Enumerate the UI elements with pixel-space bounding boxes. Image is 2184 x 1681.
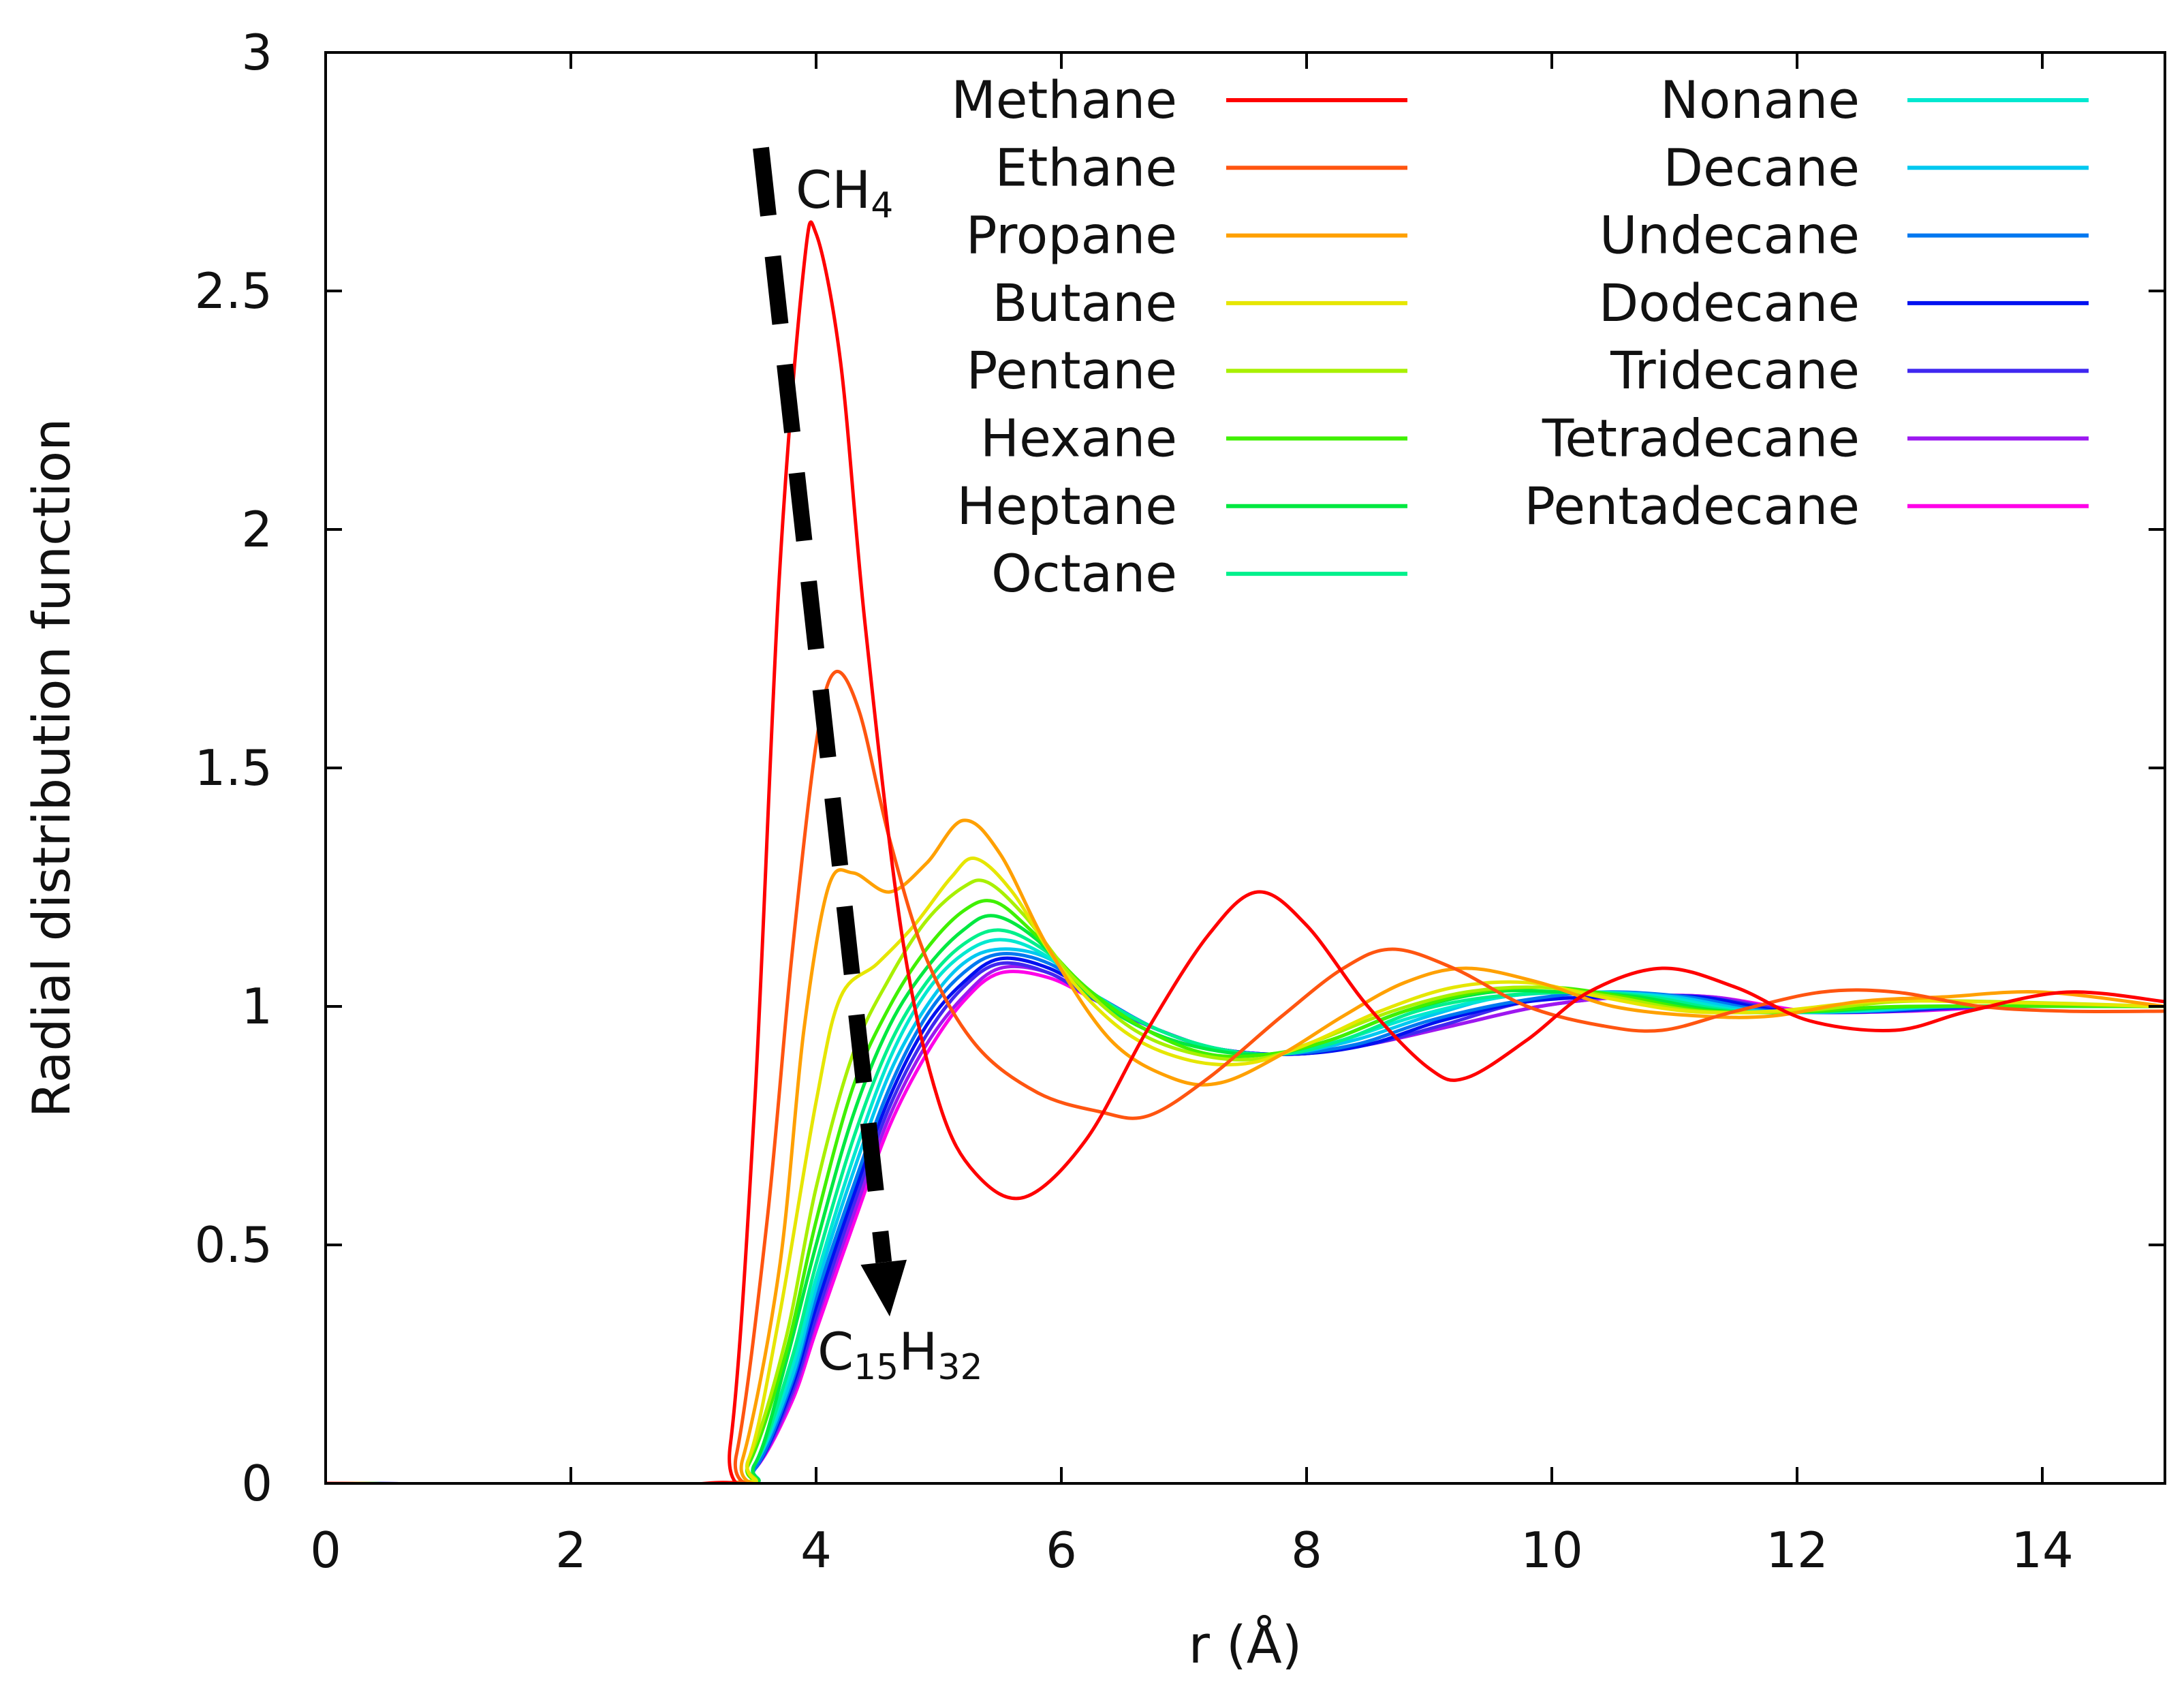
series-line-methane: [326, 220, 2165, 1483]
x-tick-label: 6: [1046, 1522, 1077, 1579]
legend: Methane Ethane Propane Butane Pentane Hexane H…: [951, 70, 2089, 604]
y-tick-label: 2: [241, 501, 272, 558]
annotation-layer: CH4 C15H32: [753, 146, 983, 1388]
ticks-layer: 0 2 4 6 8 10 12 14 0 0.5 1 1.5 2 2.5 3: [194, 24, 2165, 1579]
x-axis-title: r (Å): [1189, 1614, 1302, 1675]
x-tick-label: 12: [1766, 1522, 1828, 1579]
y-tick-label: 3: [241, 24, 272, 81]
legend-label: Undecane: [1600, 205, 1860, 266]
legend-label: Hexane: [980, 408, 1177, 469]
legend-label: Propane: [966, 205, 1177, 266]
x-tick-label: 8: [1291, 1522, 1322, 1579]
x-tick-label: 2: [555, 1522, 587, 1579]
series-line-propane: [326, 818, 2165, 1483]
legend-label: Ethane: [995, 137, 1177, 198]
legend-label: Pentadecane: [1524, 476, 1860, 536]
y-axis-title: Radial distribution function: [21, 418, 82, 1118]
legend-label: Dodecane: [1599, 273, 1860, 333]
series-layer: [326, 220, 2165, 1483]
legend-label: Methane: [951, 70, 1177, 130]
y-tick-label: 0.5: [194, 1216, 272, 1274]
y-tick-label: 2.5: [194, 262, 272, 320]
legend-label: Nonane: [1660, 70, 1860, 130]
legend-label: Tetradecane: [1542, 408, 1860, 469]
ch4-annotation: CH4: [796, 159, 893, 226]
series-line-butane: [326, 857, 2165, 1483]
x-tick-label: 0: [310, 1522, 341, 1579]
y-tick-label: 0: [241, 1455, 272, 1512]
c15h32-annotation: C15H32: [817, 1321, 983, 1388]
legend-label: Octane: [991, 543, 1177, 604]
legend-label: Heptane: [957, 476, 1177, 536]
legend-label: Pentane: [967, 340, 1177, 401]
y-tick-label: 1.5: [194, 739, 272, 797]
x-tick-label: 4: [800, 1522, 832, 1579]
x-tick-label: 14: [2011, 1522, 2074, 1579]
legend-label: Tridecane: [1610, 340, 1860, 401]
trend-arrow-shaft: [753, 146, 892, 1263]
series-line-ethane: [326, 669, 2165, 1483]
y-tick-label: 1: [241, 978, 272, 1035]
legend-label: Butane: [992, 273, 1177, 333]
trend-arrow-head: [860, 1259, 907, 1316]
x-tick-label: 10: [1520, 1522, 1583, 1579]
legend-label: Decane: [1663, 137, 1860, 198]
